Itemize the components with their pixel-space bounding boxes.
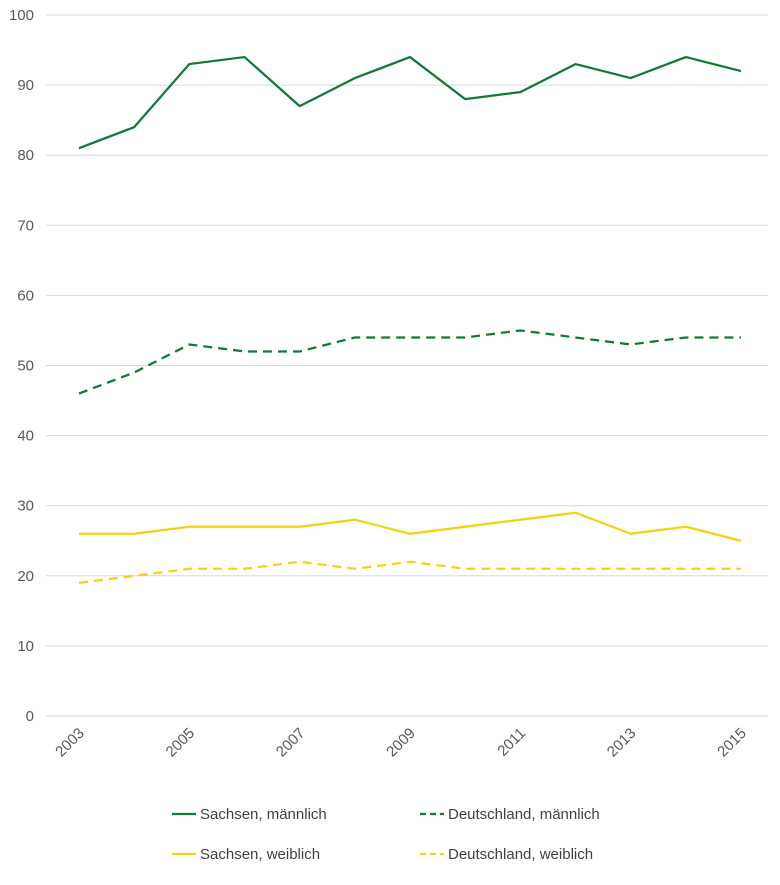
x-tick-label: 2013 [604, 725, 640, 761]
y-tick-label: 40 [17, 428, 34, 445]
series-line-3 [78, 560, 741, 584]
y-tick-label: 60 [17, 287, 34, 304]
y-tick-label: 100 [9, 7, 34, 24]
x-tick-label: 2005 [163, 725, 199, 761]
series-line-0 [78, 55, 742, 150]
y-tick-label: 50 [17, 358, 34, 375]
x-tick-label: 2003 [52, 725, 88, 761]
x-tick-label: 2007 [273, 725, 309, 761]
y-tick-label: 70 [17, 217, 34, 234]
gridlines [46, 14, 768, 717]
series-line-1 [78, 329, 741, 395]
legend-item-deutschland-maennlich: Deutschland, männlich [420, 806, 600, 823]
series-line-2 [79, 511, 742, 542]
y-tick-label: 0 [26, 708, 34, 725]
x-tick-label: 2009 [383, 725, 419, 761]
y-tick-label: 20 [17, 568, 34, 585]
y-tick-label: 80 [17, 147, 34, 164]
legend-label: Deutschland, weiblich [448, 846, 593, 863]
y-axis-ticks: 0 10 20 30 40 50 60 70 80 90 100 [9, 7, 34, 725]
series-lines [78, 55, 742, 584]
x-tick-label: 2011 [494, 725, 529, 760]
legend-label: Sachsen, weiblich [200, 846, 320, 863]
legend-item-sachsen-maennlich: Sachsen, männlich [172, 806, 327, 823]
legend-label: Sachsen, männlich [200, 806, 327, 823]
y-tick-label: 90 [17, 77, 34, 94]
legend-item-sachsen-weiblich: Sachsen, weiblich [172, 846, 320, 863]
legend: Sachsen, männlich Deutschland, männlich … [172, 806, 600, 863]
y-tick-label: 10 [17, 638, 34, 655]
x-tick-label: 2015 [714, 725, 750, 761]
y-tick-label: 30 [17, 498, 34, 515]
x-axis-ticks: 2003 2005 2007 2009 2011 2013 2015 [52, 725, 750, 761]
legend-label: Deutschland, männlich [448, 806, 600, 823]
legend-item-deutschland-weiblich: Deutschland, weiblich [420, 846, 593, 863]
